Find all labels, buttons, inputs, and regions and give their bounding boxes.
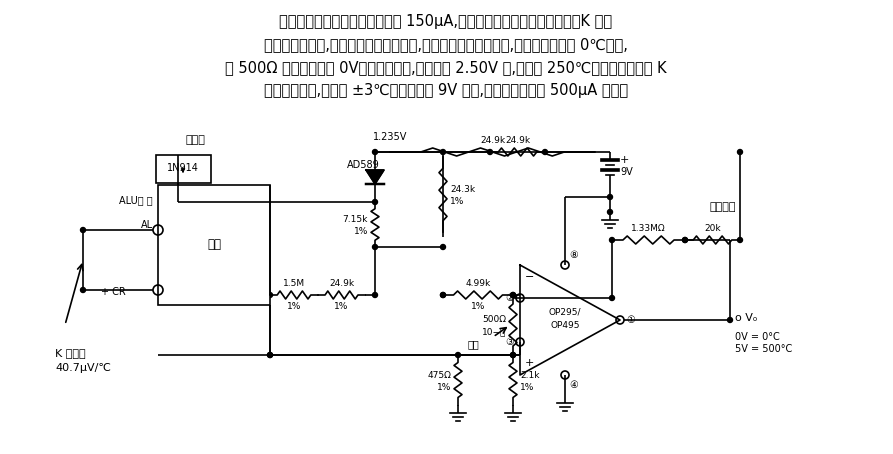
Text: 冷端: 冷端 [207,238,221,252]
Text: 0V = 0°C: 0V = 0°C [735,332,780,342]
Text: 9V: 9V [620,167,633,177]
Text: ④: ④ [569,380,578,390]
Text: 1%: 1% [334,302,348,311]
Circle shape [511,292,515,297]
Circle shape [440,149,446,154]
Circle shape [372,149,378,154]
Text: 7.15k: 7.15k [343,215,368,224]
Text: 1%: 1% [520,383,534,391]
Text: 500Ω: 500Ω [482,316,506,325]
Text: −: − [525,272,534,282]
Text: 电路中每个放大器的静态电流为 150μA,用于装有电池的温度测量仪器。K 型热: 电路中每个放大器的静态电流为 150μA,用于装有电池的温度测量仪器。K 型热 [280,14,613,29]
Text: K 型热偶: K 型热偶 [55,348,86,358]
Circle shape [372,199,378,204]
Text: 5V = 500°C: 5V = 500°C [735,344,792,354]
Circle shape [372,245,378,250]
Text: 1%: 1% [437,383,451,391]
Text: OP295/: OP295/ [549,307,581,316]
Text: 1.5M: 1.5M [283,279,305,288]
Circle shape [610,296,614,301]
Text: 4.99k: 4.99k [465,279,490,288]
Circle shape [268,352,272,357]
Text: 隔热块: 隔热块 [185,135,204,145]
Bar [156,155,211,183]
Circle shape [738,149,742,154]
Circle shape [372,292,378,297]
Text: + CR: + CR [101,287,126,297]
Text: 调 500Ω 电阵供输出为 0V。满量程调节,使输出为 2.50V 时,温度为 250℃。在温度范围内 K: 调 500Ω 电阵供输出为 0V。满量程调节,使输出为 2.50V 时,温度为 … [225,60,667,75]
Circle shape [682,237,688,242]
Circle shape [268,292,272,297]
Text: AL: AL [141,220,153,230]
Text: 475Ω: 475Ω [427,370,451,380]
Circle shape [440,292,446,297]
Text: 24.9k: 24.9k [505,136,530,145]
Text: OP495: OP495 [550,321,580,330]
Circle shape [607,209,613,214]
Text: 型热偶很精确,精度为 ±3℃。工作时用 9V 电池,电路驱动电流在 500μA 以下。: 型热偶很精确,精度为 ±3℃。工作时用 9V 电池,电路驱动电流在 500μA … [264,83,628,98]
Circle shape [511,292,515,297]
Circle shape [440,245,446,250]
Text: AD589: AD589 [347,160,380,170]
Text: 1.33MΩ: 1.33MΩ [631,224,666,233]
Circle shape [607,194,613,199]
Circle shape [268,352,272,357]
Circle shape [80,287,86,292]
Text: 20k: 20k [705,224,721,233]
Text: 1%: 1% [287,302,301,311]
Text: ①: ① [626,315,635,325]
Circle shape [455,352,461,357]
Text: 24.9k: 24.9k [329,279,354,288]
Text: ②: ② [505,293,514,303]
Circle shape [543,149,547,154]
Text: +: + [525,358,534,368]
Text: 1N914: 1N914 [167,163,199,173]
Text: 10−圈: 10−圈 [481,327,506,336]
Circle shape [738,237,742,242]
Text: +: + [620,155,630,165]
Text: 1%: 1% [450,197,464,206]
Circle shape [682,237,688,242]
Circle shape [80,227,86,232]
Text: 1.235V: 1.235V [372,132,407,142]
Text: 24.9k: 24.9k [480,136,505,145]
Circle shape [488,149,493,154]
Text: ③: ③ [505,337,514,347]
Text: ALU汗 鄂: ALU汗 鄂 [120,195,153,205]
Circle shape [511,352,515,357]
Text: 1%: 1% [354,227,368,236]
Circle shape [511,352,515,357]
Text: o Vₒ: o Vₒ [735,313,757,323]
Circle shape [728,317,732,322]
Text: 40.7μV/℃: 40.7μV/℃ [55,363,111,373]
Text: 偶放人隔热笱中,热偶一端放自然环境中,并通过放大器。校准时,热电偶测量结在 0℃冰中,: 偶放人隔热笱中,热偶一端放自然环境中,并通过放大器。校准时,热电偶测量结在 0℃… [264,37,628,52]
Text: ⑧: ⑧ [569,250,578,260]
Circle shape [440,292,446,297]
Text: 1%: 1% [471,302,485,311]
Text: 满程调节: 满程调节 [709,202,736,212]
Bar [158,185,270,305]
Circle shape [610,237,614,242]
Polygon shape [366,170,384,184]
Text: 调零: 调零 [467,339,479,349]
Text: 24.3k: 24.3k [450,185,475,194]
Text: 2.1k: 2.1k [520,370,539,380]
